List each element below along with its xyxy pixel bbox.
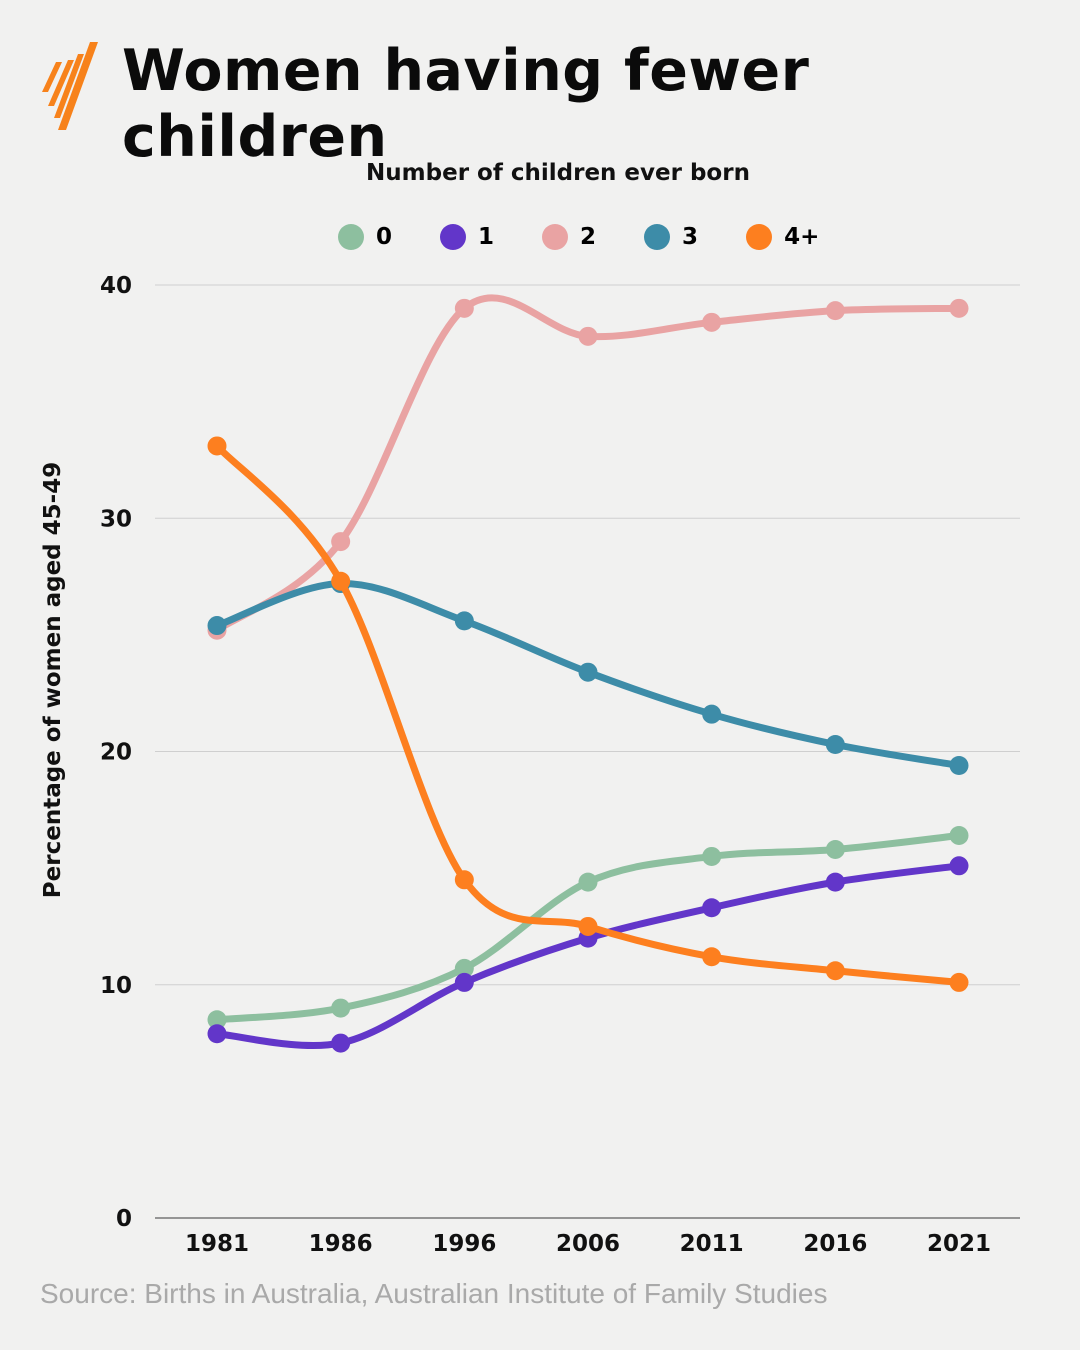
data-point-0 — [578, 872, 598, 892]
data-point-1 — [331, 1033, 351, 1053]
x-tick-label: 2016 — [803, 1231, 867, 1257]
legend-item-0: 0 — [338, 224, 392, 250]
y-tick-label: 20 — [100, 740, 132, 766]
legend-swatch — [746, 224, 773, 250]
legend-swatch — [644, 224, 671, 250]
legend-item-2: 2 — [542, 224, 596, 250]
data-point-1 — [207, 1024, 227, 1044]
x-tick-label: 2006 — [556, 1231, 620, 1257]
legend: 0 1 2 3 4+ — [338, 224, 867, 250]
legend-item-4+: 4+ — [746, 224, 819, 250]
x-tick-label: 1981 — [185, 1231, 249, 1257]
data-point-3 — [825, 735, 845, 755]
data-point-4+ — [949, 972, 969, 992]
data-point-3 — [949, 755, 969, 775]
data-point-0 — [949, 825, 969, 845]
legend-label: 1 — [478, 224, 495, 250]
data-point-4+ — [454, 870, 474, 890]
legend-title: Number of children ever born — [366, 160, 750, 186]
x-tick-label: 1996 — [432, 1231, 496, 1257]
legend-swatch — [542, 224, 569, 250]
legend-label: 4+ — [784, 224, 820, 250]
y-tick-label: 40 — [100, 273, 132, 299]
legend-item-3: 3 — [644, 224, 698, 250]
series-line-1 — [213, 862, 963, 1049]
data-point-4+ — [331, 571, 351, 591]
data-point-2 — [454, 298, 474, 318]
data-point-4+ — [702, 947, 722, 967]
data-point-0 — [702, 846, 722, 866]
x-tick-label: 1986 — [309, 1231, 373, 1257]
data-point-1 — [825, 872, 845, 892]
y-tick-label: 0 — [116, 1206, 132, 1232]
data-point-2 — [578, 326, 598, 346]
data-point-2 — [702, 312, 722, 332]
data-point-3 — [207, 616, 227, 636]
data-point-1 — [454, 972, 474, 992]
data-point-4+ — [207, 436, 227, 456]
data-point-3 — [578, 662, 598, 682]
legend-item-1: 1 — [440, 224, 494, 250]
series-line-4+ — [213, 442, 963, 986]
data-point-4+ — [578, 916, 598, 936]
data-point-3 — [702, 704, 722, 724]
data-point-0 — [331, 998, 351, 1018]
data-point-3 — [454, 611, 474, 631]
legend-label: 0 — [376, 224, 393, 250]
y-tick-label: 30 — [100, 506, 132, 532]
legend-label: 3 — [682, 224, 699, 250]
data-point-1 — [702, 898, 722, 918]
sbs-logo — [42, 42, 98, 130]
data-point-0 — [825, 839, 845, 859]
legend-swatch — [440, 224, 467, 250]
legend-label: 2 — [580, 224, 597, 250]
source-note: Source: Births in Australia, Australian … — [40, 1278, 828, 1309]
legend-swatch — [338, 224, 364, 250]
y-tick-label: 10 — [100, 973, 132, 999]
data-point-0 — [207, 1010, 227, 1030]
data-point-2 — [331, 532, 351, 552]
data-point-0 — [454, 958, 474, 978]
data-point-2 — [949, 298, 969, 318]
x-tick-label: 2011 — [680, 1231, 744, 1257]
series-line-2 — [213, 294, 963, 634]
page-title: Women having fewer children — [122, 38, 810, 170]
data-point-4+ — [825, 961, 845, 981]
x-tick-label: 2021 — [927, 1231, 991, 1257]
data-point-1 — [949, 856, 969, 876]
data-point-2 — [825, 301, 845, 321]
